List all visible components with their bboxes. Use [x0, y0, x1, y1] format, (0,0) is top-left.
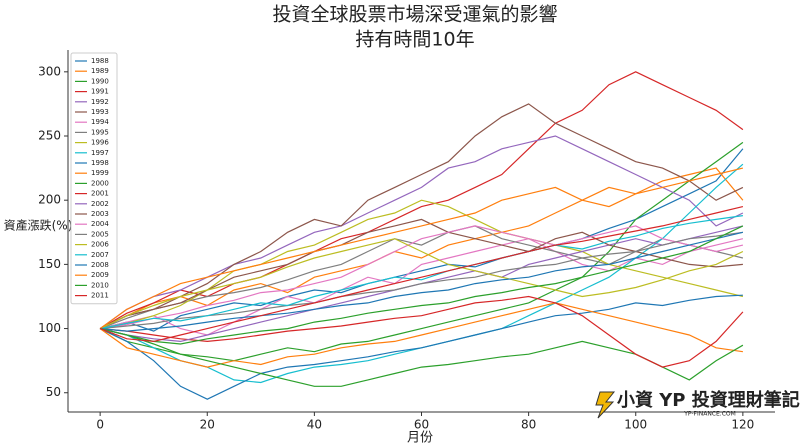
legend-label: 1998 [91, 159, 109, 167]
x-tick-label: 60 [414, 418, 429, 432]
y-tick-label: 200 [38, 193, 61, 207]
series-line [100, 295, 744, 368]
x-tick-label: 100 [624, 418, 647, 432]
chart-title: 投資全球股票市場深受運氣的影響 [272, 4, 557, 26]
series-line [99, 103, 744, 330]
legend-label: 1989 [91, 67, 109, 75]
legend-label: 1990 [91, 77, 109, 85]
legend-label: 2001 [91, 190, 109, 198]
logo-icon [595, 391, 616, 419]
y-tick-label: 250 [38, 129, 61, 143]
legend-label: 2011 [91, 292, 109, 300]
y-axis-label: 資產漲跌(%) [4, 218, 73, 233]
series-line [99, 238, 744, 330]
series-line [99, 238, 744, 336]
legend-label: 2010 [91, 281, 109, 289]
logo-text: 小資 YP 投資理財筆記 [617, 389, 800, 411]
legend-label: 2000 [91, 179, 109, 187]
x-axis-label: 月份 [407, 431, 433, 446]
legend-label: 1997 [91, 149, 109, 157]
legend-label: 1991 [91, 88, 109, 96]
legend-label: 1988 [91, 57, 109, 65]
x-tick-label: 0 [96, 418, 104, 432]
legend-label: 1992 [91, 98, 109, 106]
legend-label: 2004 [91, 220, 109, 228]
series-line [99, 141, 744, 362]
series-line [99, 225, 744, 345]
legend-label: 1999 [91, 169, 109, 177]
legend-box [70, 52, 118, 305]
logo-url: YP-FINANCE.COM [683, 411, 736, 418]
y-tick-label: 150 [38, 257, 61, 271]
x-tick-label: 80 [521, 418, 536, 432]
series-line [99, 302, 743, 368]
legend-label: 1996 [91, 139, 109, 147]
legend-label: 2006 [91, 241, 109, 249]
y-tick-label: 300 [38, 64, 61, 78]
logo: 小資 YP 投資理財筆記 YP-FINANCE.COM [595, 389, 800, 419]
legend-label: 1994 [91, 118, 109, 126]
series-line [100, 225, 744, 330]
series-line [100, 231, 744, 332]
x-tick-label: 20 [200, 418, 215, 432]
chart-subtitle: 持有時間10年 [355, 29, 474, 51]
series-line [99, 294, 743, 400]
x-tick-label: 120 [731, 418, 754, 432]
legend-label: 2007 [91, 251, 109, 259]
y-tick-label: 100 [38, 321, 61, 335]
legend-label: 2009 [91, 271, 109, 279]
y-tick-label: 50 [46, 385, 61, 399]
legend-label: 2003 [91, 210, 109, 218]
legend-label: 1993 [91, 108, 109, 116]
legend-label: 2005 [91, 230, 109, 238]
legend-label: 2002 [91, 200, 109, 208]
series-line [99, 167, 744, 330]
series-line [99, 206, 744, 343]
legend-label: 2008 [91, 261, 109, 269]
series-line [99, 215, 743, 330]
legend-label: 1995 [91, 128, 109, 136]
x-tick-label: 40 [307, 418, 322, 432]
